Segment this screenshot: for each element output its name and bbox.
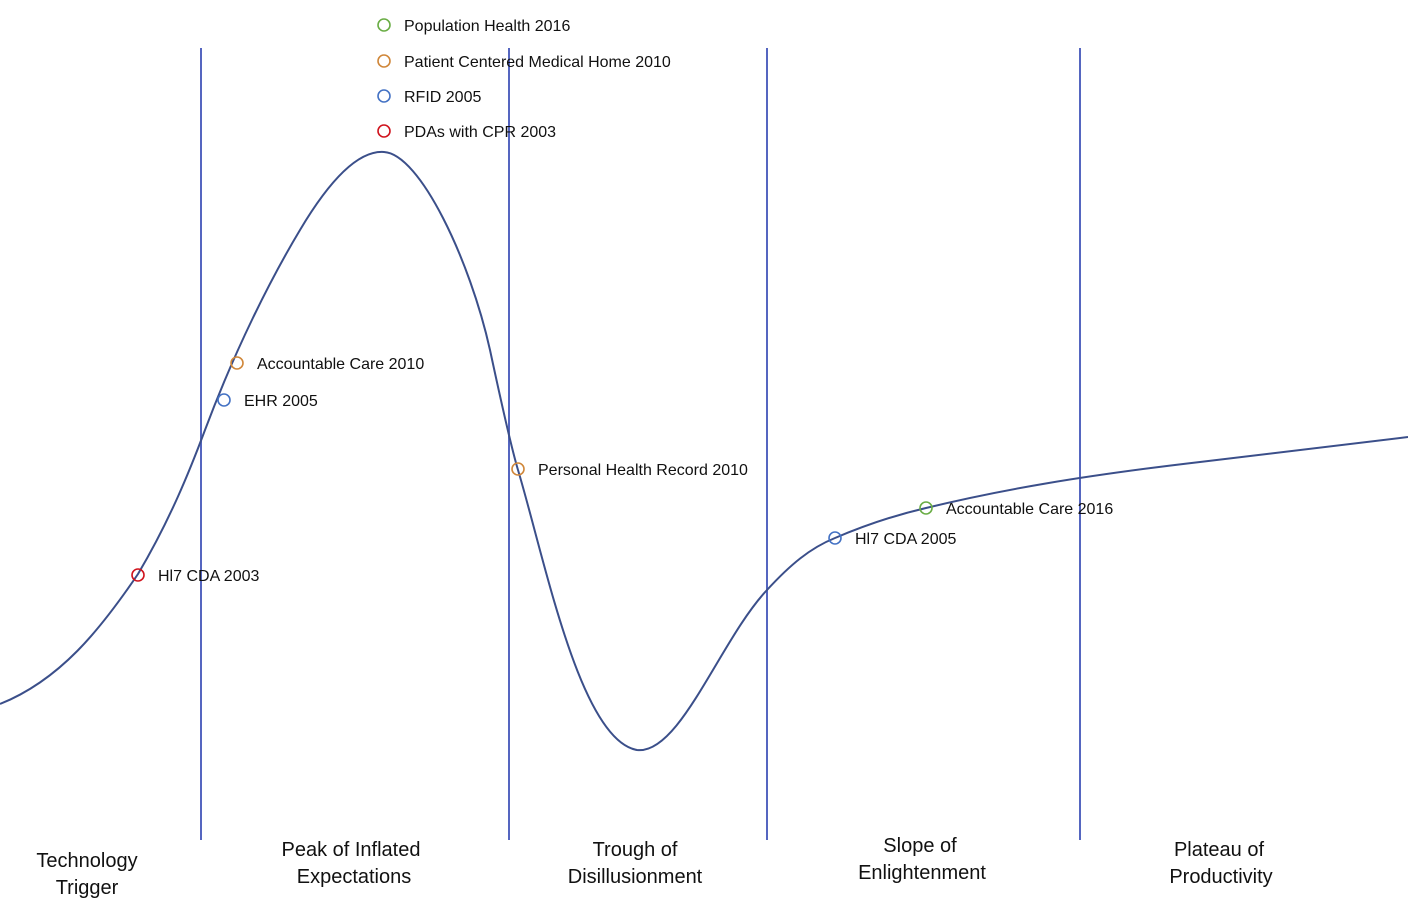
phase-label-line: Enlightenment — [858, 862, 986, 884]
phase-label: Technology Trigger — [36, 850, 137, 899]
point-marker — [828, 531, 842, 545]
legend-item: Population Health 2016 — [377, 18, 570, 35]
legend-marker — [377, 18, 391, 32]
phase-label: Peak of Inflated Expectations — [282, 839, 421, 888]
phase-label-line: Trigger — [56, 877, 119, 899]
point-marker — [217, 393, 231, 407]
phase-label-line: Productivity — [1169, 866, 1272, 888]
point-marker — [131, 568, 145, 582]
curve-point: Accountable Care 2010 — [230, 356, 424, 373]
phase-label: Slope of Enlightenment — [858, 835, 986, 884]
phase-label-line: Trough of — [593, 839, 678, 861]
point-marker — [511, 462, 525, 476]
curve-point: Accountable Care 2016 — [919, 501, 1113, 518]
point-label: EHR 2005 — [244, 393, 318, 410]
point-label: Accountable Care 2010 — [257, 356, 424, 373]
legend-marker — [377, 54, 391, 68]
phase-label-line: Expectations — [297, 866, 412, 888]
point-label: Hl7 CDA 2005 — [855, 531, 956, 548]
legend-item: Patient Centered Medical Home 2010 — [377, 54, 671, 71]
curve-point: Hl7 CDA 2003 — [131, 568, 259, 585]
curve-point: Personal Health Record 2010 — [511, 462, 748, 479]
phase-label-line: Technology — [36, 850, 137, 872]
legend-item: RFID 2005 — [377, 89, 481, 106]
phase-label: Plateau of Productivity — [1169, 839, 1272, 888]
phase-label-line: Disillusionment — [568, 866, 703, 888]
curve-point: EHR 2005 — [217, 393, 318, 410]
legend-label: Population Health 2016 — [404, 18, 570, 35]
point-marker — [919, 501, 933, 515]
point-label: Personal Health Record 2010 — [538, 462, 748, 479]
phase-label-line: Slope of — [883, 835, 957, 857]
hype-curve — [0, 150, 1408, 752]
legend-item: PDAs with CPR 2003 — [377, 124, 556, 141]
point-marker — [230, 356, 244, 370]
legend-marker — [377, 124, 391, 138]
phase-label-line: Peak of Inflated — [282, 839, 421, 861]
curve-point: Hl7 CDA 2005 — [828, 531, 956, 548]
legend: Population Health 2016 Patient Centered … — [377, 18, 671, 141]
legend-label: RFID 2005 — [404, 89, 481, 106]
point-label: Hl7 CDA 2003 — [158, 568, 259, 585]
legend-marker — [377, 89, 391, 103]
legend-label: PDAs with CPR 2003 — [404, 124, 556, 141]
phase-label-line: Plateau of — [1174, 839, 1265, 861]
phase-label: Trough of Disillusionment — [568, 839, 703, 888]
legend-label: Patient Centered Medical Home 2010 — [404, 54, 671, 71]
point-label: Accountable Care 2016 — [946, 501, 1113, 518]
